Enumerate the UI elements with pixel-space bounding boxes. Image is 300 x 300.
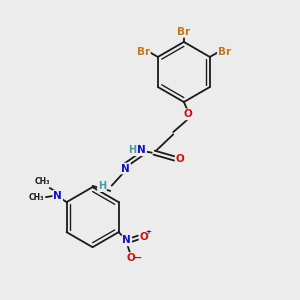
Text: N: N: [122, 236, 131, 245]
Text: O: O: [183, 110, 192, 119]
Text: O: O: [176, 154, 184, 164]
Text: H: H: [128, 145, 136, 155]
Text: +: +: [146, 229, 152, 235]
Text: CH₃: CH₃: [28, 193, 44, 202]
Text: Br: Br: [177, 27, 190, 37]
Text: N: N: [53, 190, 62, 201]
Text: CH₃: CH₃: [35, 177, 50, 186]
Text: O: O: [127, 253, 135, 263]
Text: −: −: [133, 253, 142, 263]
Text: H: H: [98, 181, 106, 191]
Text: N: N: [137, 145, 146, 155]
Text: N: N: [121, 164, 130, 173]
Text: Br: Br: [218, 47, 231, 57]
Text: O: O: [140, 232, 148, 242]
Text: Br: Br: [137, 47, 150, 57]
